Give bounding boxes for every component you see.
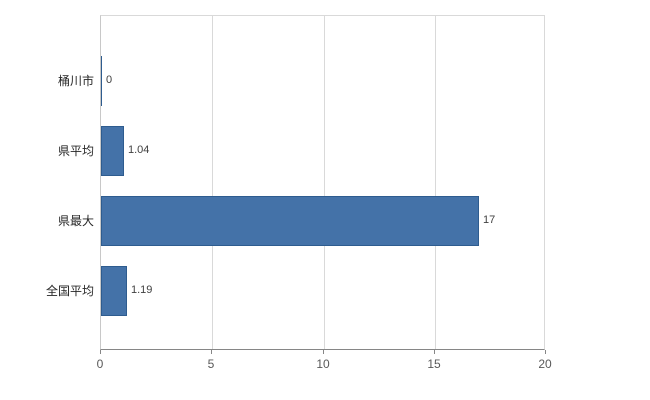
bar-県平均 [101,126,124,176]
bar-桶川市 [101,56,102,106]
x-tick [545,350,546,354]
x-tick-label: 0 [96,357,104,371]
x-tick-label: 10 [316,357,330,371]
gridline [435,16,436,349]
bar-県最大 [101,196,479,246]
value-label: 17 [483,214,496,226]
value-label: 1.19 [131,284,153,296]
value-label: 1.04 [128,144,150,156]
category-label: 県最大 [57,214,94,228]
plot-area: 0 1.04 17 1.19 [100,15,545,350]
category-label: 桶川市 [57,74,94,88]
gridline [324,16,325,349]
value-label: 0 [106,74,113,86]
category-label: 県平均 [57,144,94,158]
x-tick [323,350,324,354]
x-tick-label: 5 [207,357,215,371]
x-tick [211,350,212,354]
category-label: 全国平均 [45,284,94,298]
bar-全国平均 [101,266,127,316]
x-tick-label: 20 [538,357,552,371]
gridline [212,16,213,349]
x-tick-label: 15 [427,357,441,371]
x-tick [100,350,101,354]
x-tick [434,350,435,354]
